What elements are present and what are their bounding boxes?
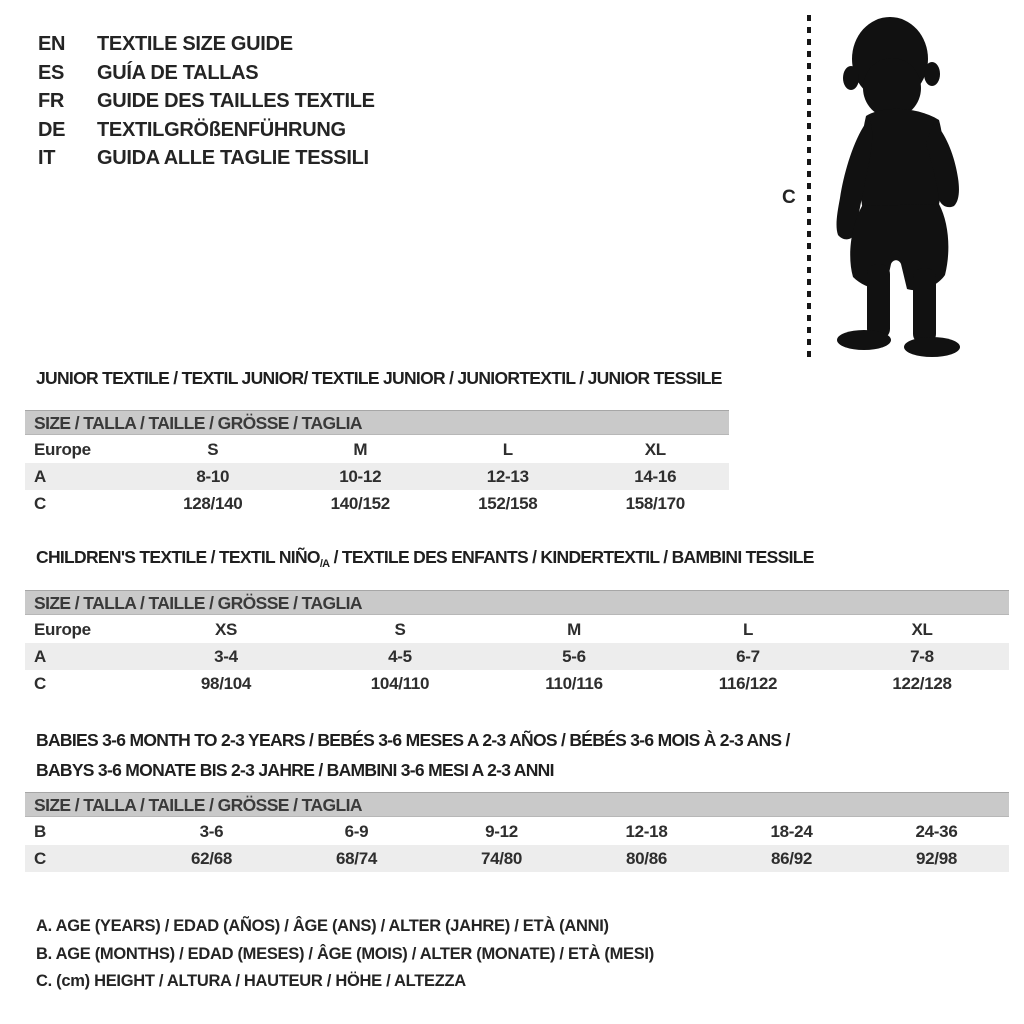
value-cell: XS <box>214 619 238 639</box>
table-row: C 128/140 140/152 152/158 158/170 <box>25 490 729 517</box>
value-cell: 4-5 <box>388 646 412 666</box>
children-section-title: CHILDREN'S TEXTILE / TEXTIL NIÑO/A / TEX… <box>36 547 814 570</box>
language-label: TEXTILE SIZE GUIDE <box>97 33 293 55</box>
babies-title-line2: BABYS 3-6 MONATE BIS 2-3 JAHRE / BAMBINI… <box>36 759 554 780</box>
children-title-text: CHILDREN'S TEXTILE / TEXTIL NIÑO <box>36 547 321 567</box>
table-row: A 8-10 10-12 12-13 14-16 <box>25 463 729 490</box>
value-cell: XL <box>911 619 933 639</box>
language-row: EN TEXTILE SIZE GUIDE <box>38 30 375 59</box>
language-code: IT <box>38 147 56 170</box>
table-row: C 62/68 68/74 74/80 80/86 86/92 92/98 <box>25 845 1009 872</box>
value-cell: 122/128 <box>892 673 952 693</box>
value-cell: 62/68 <box>190 848 233 868</box>
toddler-silhouette-icon <box>836 17 960 357</box>
value-cell: M <box>567 619 581 639</box>
value-cell: 6-7 <box>736 646 760 666</box>
value-cell: 3-4 <box>214 646 238 666</box>
value-cell: 12-18 <box>625 821 668 841</box>
height-measure-label: C <box>782 187 796 208</box>
footer-key-line: B. AGE (MONTHS) / EDAD (MESES) / ÂGE (MO… <box>36 944 654 963</box>
value-cell: 110/116 <box>545 673 603 693</box>
value-cell: XL <box>644 439 666 459</box>
value-cell: 80/86 <box>625 848 668 868</box>
value-cell: 86/92 <box>770 848 813 868</box>
row-label-cell: C <box>34 493 46 513</box>
value-cell: 158/170 <box>625 493 686 513</box>
value-cell: 10-12 <box>339 466 382 486</box>
language-label: TEXTILGRÖßENFÜHRUNG <box>97 118 346 141</box>
babies-size-header-bar: SIZE / TALLA / TAILLE / GRÖSSE / TAGLIA <box>25 792 1009 817</box>
value-cell: 7-8 <box>910 646 934 666</box>
language-list: EN TEXTILE SIZE GUIDE ES GUÍA DE TALLAS FR GU… <box>38 30 375 173</box>
value-cell: 104/110 <box>370 673 430 693</box>
footer-key: A. AGE (YEARS) / EDAD (AÑOS) / ÂGE (ANS)… <box>36 913 654 996</box>
language-label: GUIDA ALLE TAGLIE TESSILI <box>97 147 369 170</box>
toddler-silhouette <box>820 14 968 360</box>
row-label-cell: A <box>34 646 46 666</box>
value-cell: 6-9 <box>344 821 369 841</box>
language-label: GUIDE DES TAILLES TEXTILE <box>97 90 375 113</box>
footer-key-line: A. AGE (YEARS) / EDAD (AÑOS) / ÂGE (ANS)… <box>36 917 609 935</box>
row-label-cell: B <box>34 821 46 841</box>
value-cell: M <box>353 439 368 459</box>
table-row: A 3-4 4-5 5-6 6-7 7-8 <box>25 643 1009 670</box>
value-cell: 98/104 <box>200 673 252 693</box>
value-cell: L <box>502 439 513 459</box>
value-cell: L <box>742 619 754 639</box>
value-cell: 8-10 <box>196 466 230 486</box>
table-row: C 98/104 104/110 110/116 116/122 122/128 <box>25 670 1009 697</box>
language-row: ES GUÍA DE TALLAS <box>38 59 375 88</box>
row-label-cell: Europe <box>34 439 91 459</box>
language-code: FR <box>38 90 65 113</box>
value-cell: 152/158 <box>478 493 538 513</box>
language-row: DE TEXTILGRÖßENFÜHRUNG <box>38 116 375 145</box>
babies-section-title: BABIES 3-6 MONTH TO 2-3 YEARS / BEBÉS 3-… <box>36 726 790 785</box>
language-row: FR GUIDE DES TAILLES TEXTILE <box>38 87 375 116</box>
junior-section-title: JUNIOR TEXTILE / TEXTIL JUNIOR/ TEXTILE … <box>36 368 722 388</box>
children-size-table: Europe XS S M L XL A 3-4 4-5 5-6 6-7 7-8 C 98/104 104/… <box>25 616 1009 697</box>
language-code: ES <box>38 61 65 84</box>
value-cell: 9-12 <box>485 821 518 841</box>
value-cell: 116/122 <box>718 673 778 693</box>
row-label-cell: A <box>34 466 46 486</box>
value-cell: 128/140 <box>183 493 243 513</box>
junior-size-table: Europe S M L XL A 8-10 10-12 12-13 14-16 C 128/140 1… <box>25 436 729 517</box>
babies-size-table: B 3-6 6-9 9-12 12-18 18-24 24-36 C 62/68 68/74 74/… <box>25 818 1009 872</box>
value-cell: S <box>207 439 219 459</box>
value-cell: 3-6 <box>199 821 224 841</box>
value-cell: 92/98 <box>915 848 958 868</box>
value-cell: 74/80 <box>480 848 523 868</box>
value-cell: 68/74 <box>335 848 378 868</box>
value-cell: 5-6 <box>562 646 586 666</box>
babies-title-line1: BABIES 3-6 MONTH TO 2-3 YEARS / BEBÉS 3-… <box>36 730 790 750</box>
table-row: Europe S M L XL <box>25 436 729 463</box>
value-cell: 18-24 <box>770 821 813 841</box>
children-title-subscript: /A <box>319 558 330 570</box>
value-cell: 14-16 <box>634 466 677 486</box>
children-title-text-rest: / TEXTILE DES ENFANTS / KINDERTEXTIL / B… <box>329 547 815 567</box>
footer-key-line: C. (cm) HEIGHT / ALTURA / HAUTEUR / HÖHE… <box>36 972 466 991</box>
row-label-cell: C <box>34 848 46 868</box>
children-size-header-bar: SIZE / TALLA / TAILLE / GRÖSSE / TAGLIA <box>25 590 1009 615</box>
value-cell: 12-13 <box>486 466 529 486</box>
table-row: Europe XS S M L XL <box>25 616 1009 643</box>
language-label: GUÍA DE TALLAS <box>97 61 259 84</box>
row-label-cell: Europe <box>34 619 91 639</box>
value-cell: 24-36 <box>915 821 958 841</box>
height-measure-dashed-line <box>807 15 811 357</box>
value-cell: 140/152 <box>330 493 391 513</box>
language-code: EN <box>38 33 66 55</box>
language-code: DE <box>38 118 66 141</box>
language-row: IT GUIDA ALLE TAGLIE TESSILI <box>38 144 375 173</box>
junior-size-header-bar: SIZE / TALLA / TAILLE / GRÖSSE / TAGLIA <box>25 410 729 435</box>
value-cell: S <box>394 619 406 639</box>
table-row: B 3-6 6-9 9-12 12-18 18-24 24-36 <box>25 818 1009 845</box>
row-label-cell: C <box>34 673 46 693</box>
